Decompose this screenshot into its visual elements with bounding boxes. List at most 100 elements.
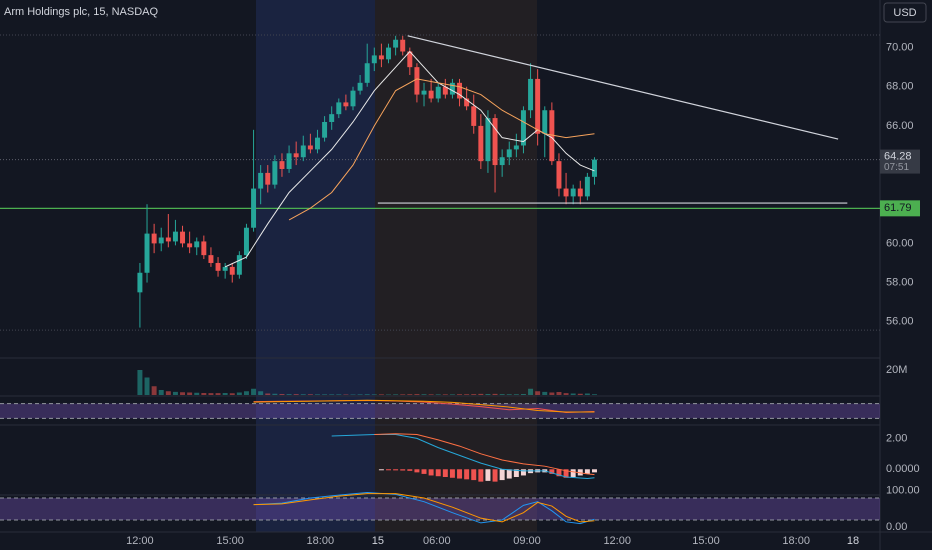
volume-bar xyxy=(386,394,391,395)
candle-body xyxy=(449,82,455,95)
volume-bar xyxy=(307,394,313,395)
candle-body xyxy=(180,231,186,244)
macd-histogram-bar xyxy=(414,469,420,473)
volume-bar xyxy=(442,394,448,395)
volume-bar xyxy=(471,394,477,395)
volume-bar xyxy=(350,394,356,395)
currency-button[interactable] xyxy=(883,2,927,23)
volume-bar xyxy=(265,393,271,395)
candle-body xyxy=(577,188,583,197)
y-tick-label: 60.00 xyxy=(886,237,914,249)
candle-body xyxy=(485,118,491,162)
indicator-line xyxy=(253,399,595,413)
candle-body xyxy=(293,153,299,158)
candle-body xyxy=(400,39,406,52)
chart-title: Arm Holdings plc, 15, NASDAQ xyxy=(4,6,158,18)
volume-bar xyxy=(556,392,562,395)
macd-histogram-bar xyxy=(520,469,526,476)
x-tick-label: 15:00 xyxy=(216,535,244,547)
macd-histogram-bar xyxy=(577,469,583,476)
candle-body xyxy=(272,161,278,185)
y-tick-label: 66.00 xyxy=(886,120,914,132)
volume-bar xyxy=(293,394,299,395)
candle-body xyxy=(556,161,562,189)
x-tick-label: 12:00 xyxy=(603,535,631,547)
y-tick-label: 0.0000 xyxy=(886,463,920,475)
candle-body xyxy=(513,145,519,150)
session-shade-pre xyxy=(256,0,375,532)
macd-histogram-bar xyxy=(400,469,406,471)
volume-bar xyxy=(272,393,278,395)
volume-bar xyxy=(222,393,228,395)
x-tick-label: 18 xyxy=(847,535,859,547)
volume-bar xyxy=(208,393,214,395)
volume-bar xyxy=(229,393,235,395)
macd-histogram-bar xyxy=(513,469,519,477)
macd-histogram-bar xyxy=(393,469,399,471)
candle-body xyxy=(393,39,399,48)
x-tick-label: 18:00 xyxy=(782,535,810,547)
candle-body xyxy=(428,90,434,99)
candle-body xyxy=(386,47,391,60)
candle-body xyxy=(520,110,526,146)
volume-bar xyxy=(180,392,186,395)
candle-body xyxy=(414,67,420,95)
moving-average xyxy=(288,78,595,221)
candle-body xyxy=(158,237,164,244)
volume-bar xyxy=(535,391,541,395)
last-price-label: 64.28 xyxy=(884,150,912,162)
candle-body xyxy=(549,110,555,162)
candle-body xyxy=(535,78,541,134)
volume-bar xyxy=(513,394,519,395)
candle-body xyxy=(144,233,150,273)
volume-bar xyxy=(357,394,363,395)
band-fill xyxy=(0,403,880,419)
volume-bar xyxy=(158,390,164,395)
volume-bar xyxy=(407,394,413,395)
volume-bar xyxy=(577,393,583,395)
candle-body xyxy=(165,237,171,242)
plot-layer: 12:00 15:00 18:00 15 06:00 09:00 12:00 15:00 18:… xyxy=(0,34,920,547)
level-label: 61.79 xyxy=(884,202,912,214)
volume-bar xyxy=(364,394,370,395)
candle-body xyxy=(258,172,264,189)
macd-line xyxy=(374,433,595,476)
candle-body xyxy=(151,233,157,244)
volume-bar xyxy=(528,388,534,395)
candle-body xyxy=(187,243,193,248)
volume-bar xyxy=(449,394,455,395)
x-tick-label: 18:00 xyxy=(307,535,335,547)
candle-body xyxy=(172,231,178,242)
macd-histogram-bar xyxy=(378,469,384,471)
candle-body xyxy=(194,241,200,248)
candle-body xyxy=(265,172,271,185)
x-tick-label: 15:00 xyxy=(692,535,720,547)
macd-histogram-bar xyxy=(570,469,576,477)
candle-body xyxy=(492,118,498,166)
y-tick-label: 68.00 xyxy=(886,81,914,93)
volume-bar xyxy=(464,394,470,395)
volume-bar xyxy=(343,394,349,395)
volume-bar xyxy=(215,393,221,395)
macd-histogram-bar xyxy=(386,469,391,471)
volume-bar xyxy=(336,394,342,395)
candle-body xyxy=(222,266,228,271)
y-tick-label: 70.00 xyxy=(886,41,914,53)
volume-bar xyxy=(435,394,441,395)
x-tick-label: 15 xyxy=(372,535,384,547)
volume-bar xyxy=(286,394,292,395)
candle-body xyxy=(215,262,221,271)
candle-body xyxy=(357,82,363,91)
candle-body xyxy=(286,153,292,169)
session-shade-post xyxy=(375,0,537,532)
volume-bar xyxy=(393,394,399,395)
candle-body xyxy=(314,137,320,150)
volume-bar xyxy=(414,394,420,395)
currency-label[interactable]: USD xyxy=(893,7,916,19)
candle-body xyxy=(528,78,534,111)
macd-histogram-bar xyxy=(421,469,427,474)
volume-bar xyxy=(144,377,150,395)
y-tick-label: 2.00 xyxy=(886,432,907,444)
volume-bar xyxy=(194,392,200,395)
volume-bar xyxy=(258,391,264,395)
